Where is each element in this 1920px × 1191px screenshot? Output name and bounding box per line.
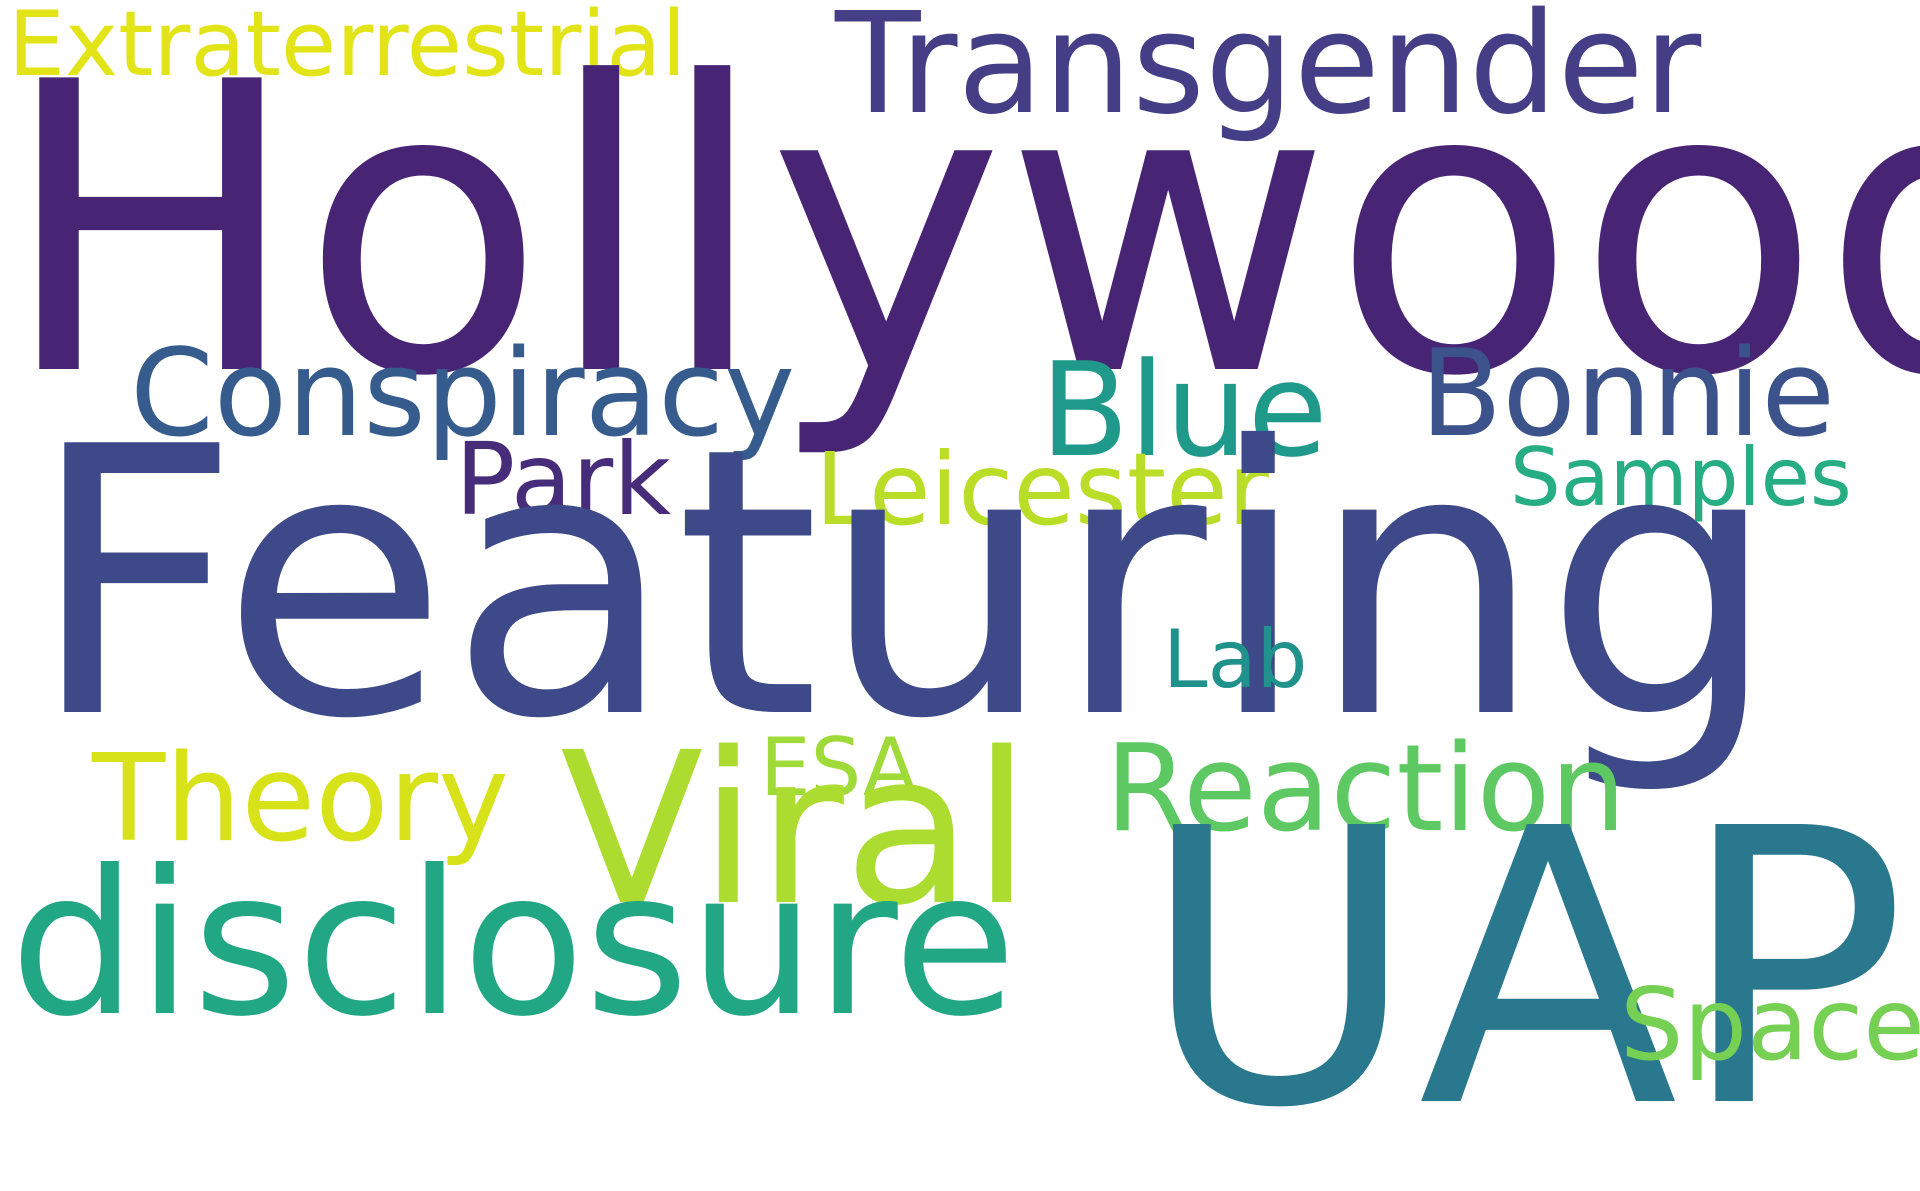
word-cloud: Extraterrestrial Transgender Hollywood C… [0,0,1920,1080]
word-disclosure: disclosure [10,845,1016,1045]
word-space: Space [1620,975,1920,1075]
word-lab: Lab [1163,620,1307,700]
